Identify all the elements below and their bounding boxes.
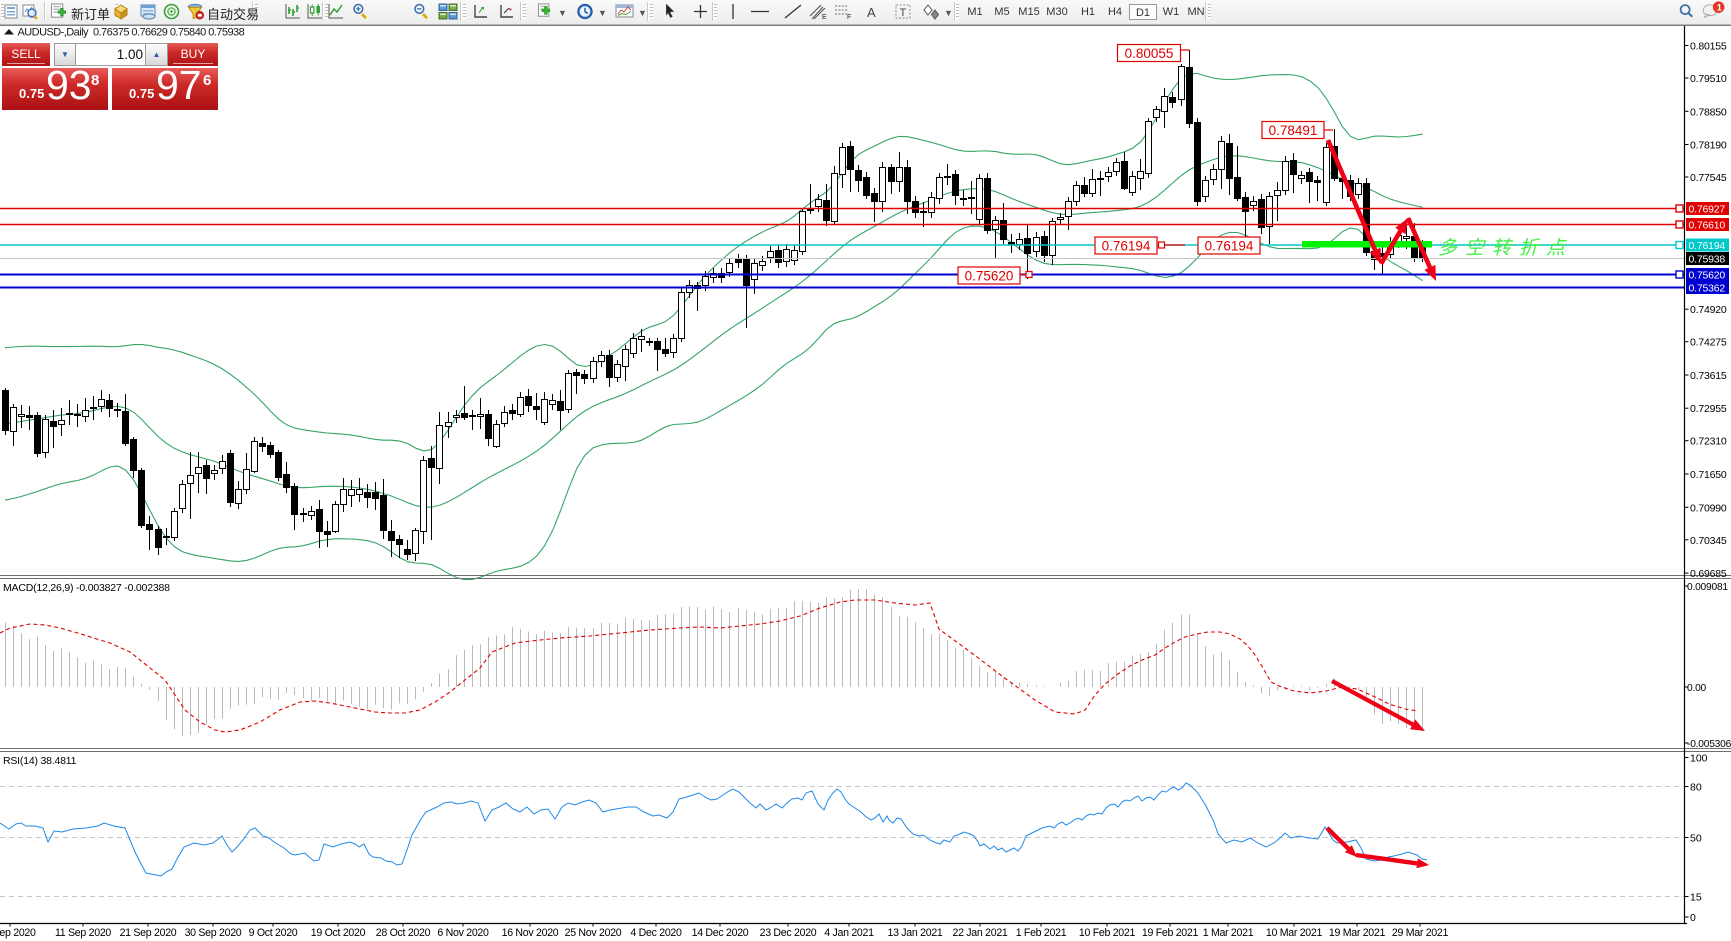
svg-text:0.78850: 0.78850	[1690, 106, 1727, 118]
svg-text:22 Jan 2021: 22 Jan 2021	[952, 927, 1007, 939]
svg-text:0.00: 0.00	[1687, 683, 1707, 694]
svg-text:100: 100	[1690, 753, 1708, 765]
svg-text:29 Mar 2021: 29 Mar 2021	[1392, 927, 1449, 939]
svg-text:4 Dec 2020: 4 Dec 2020	[630, 927, 682, 939]
svg-text:21 Sep 2020: 21 Sep 2020	[120, 927, 177, 939]
svg-text:0.74275: 0.74275	[1690, 337, 1727, 349]
svg-text:13 Jan 2021: 13 Jan 2021	[887, 927, 942, 939]
svg-text:25 Nov 2020: 25 Nov 2020	[565, 927, 622, 939]
svg-text:50: 50	[1690, 833, 1702, 845]
svg-text:0.71650: 0.71650	[1690, 469, 1727, 481]
svg-text:0.78491: 0.78491	[1269, 123, 1318, 138]
svg-text:0.78190: 0.78190	[1690, 140, 1727, 152]
svg-text:RSI(14) 38.4811: RSI(14) 38.4811	[3, 755, 77, 767]
svg-text:AUDUSD-,Daily 0.76375 0.76629: AUDUSD-,Daily 0.76375 0.76629 0.75840 0.…	[18, 27, 245, 39]
svg-text:14 Dec 2020: 14 Dec 2020	[692, 927, 749, 939]
svg-text:0.70990: 0.70990	[1690, 502, 1727, 514]
svg-text:E: E	[822, 14, 827, 20]
svg-text:10 Feb 2021: 10 Feb 2021	[1079, 927, 1136, 939]
svg-text:0.72955: 0.72955	[1690, 403, 1727, 415]
svg-text:0.73615: 0.73615	[1690, 370, 1727, 382]
svg-text:6 Nov 2020: 6 Nov 2020	[437, 927, 489, 939]
svg-text:30 Sep 2020: 30 Sep 2020	[185, 927, 242, 939]
svg-text:1 Feb 2021: 1 Feb 2021	[1016, 927, 1067, 939]
svg-text:0.76194: 0.76194	[1689, 240, 1726, 252]
svg-text:19 Feb 2021: 19 Feb 2021	[1142, 927, 1199, 939]
svg-text:0.80055: 0.80055	[1125, 46, 1174, 61]
svg-text:10 Mar 2021: 10 Mar 2021	[1266, 927, 1323, 939]
svg-text:9 Oct 2020: 9 Oct 2020	[249, 927, 298, 939]
svg-text:0.80155: 0.80155	[1690, 41, 1727, 53]
svg-text:0.77545: 0.77545	[1690, 172, 1727, 184]
svg-text:0: 0	[1690, 912, 1696, 924]
svg-text:28 Oct 2020: 28 Oct 2020	[376, 927, 431, 939]
svg-text:15: 15	[1690, 892, 1702, 904]
svg-text:0.72310: 0.72310	[1690, 436, 1727, 448]
svg-text:多空转折点: 多空转折点	[1438, 237, 1573, 259]
svg-text:0.009081: 0.009081	[1687, 582, 1728, 593]
svg-text:0.76194: 0.76194	[1205, 239, 1254, 254]
svg-text:0.76610: 0.76610	[1689, 220, 1726, 232]
svg-text:0.74920: 0.74920	[1690, 304, 1727, 316]
svg-text:80: 80	[1690, 782, 1702, 794]
svg-text:0.70345: 0.70345	[1690, 535, 1727, 547]
svg-text:11 Sep 2020: 11 Sep 2020	[55, 927, 111, 939]
svg-text:0.79510: 0.79510	[1690, 73, 1727, 85]
svg-text:19 Oct 2020: 19 Oct 2020	[311, 927, 366, 939]
svg-text:MACD(12,26,9) -0.003827 -0.002: MACD(12,26,9) -0.003827 -0.002388	[3, 582, 170, 594]
svg-text:1: 1	[1717, 3, 1722, 13]
svg-text:19 Mar 2021: 19 Mar 2021	[1329, 927, 1386, 939]
svg-text:T: T	[900, 7, 907, 19]
svg-text:0.75362: 0.75362	[1689, 283, 1726, 295]
svg-text:0.76194: 0.76194	[1102, 239, 1151, 254]
svg-text:1 Mar 2021: 1 Mar 2021	[1203, 927, 1254, 939]
svg-text:2 Sep 2020: 2 Sep 2020	[0, 927, 36, 939]
svg-text:-0.005306: -0.005306	[1687, 739, 1731, 750]
svg-text:0.75620: 0.75620	[965, 269, 1014, 284]
svg-text:0.69685: 0.69685	[1690, 568, 1727, 580]
svg-text:0.76927: 0.76927	[1689, 204, 1726, 216]
svg-text:4 Jan 2021: 4 Jan 2021	[824, 927, 874, 939]
svg-text:0.75938: 0.75938	[1689, 254, 1726, 266]
svg-text:F: F	[847, 14, 851, 20]
svg-text:0.75620: 0.75620	[1689, 270, 1726, 282]
svg-text:16 Nov 2020: 16 Nov 2020	[502, 927, 559, 939]
svg-text:23 Dec 2020: 23 Dec 2020	[760, 927, 817, 939]
